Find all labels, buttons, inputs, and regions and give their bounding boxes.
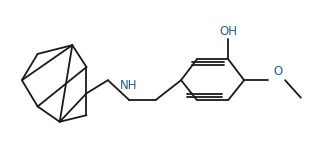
- Text: OH: OH: [219, 25, 237, 38]
- Text: O: O: [273, 65, 282, 78]
- Text: NH: NH: [120, 79, 138, 92]
